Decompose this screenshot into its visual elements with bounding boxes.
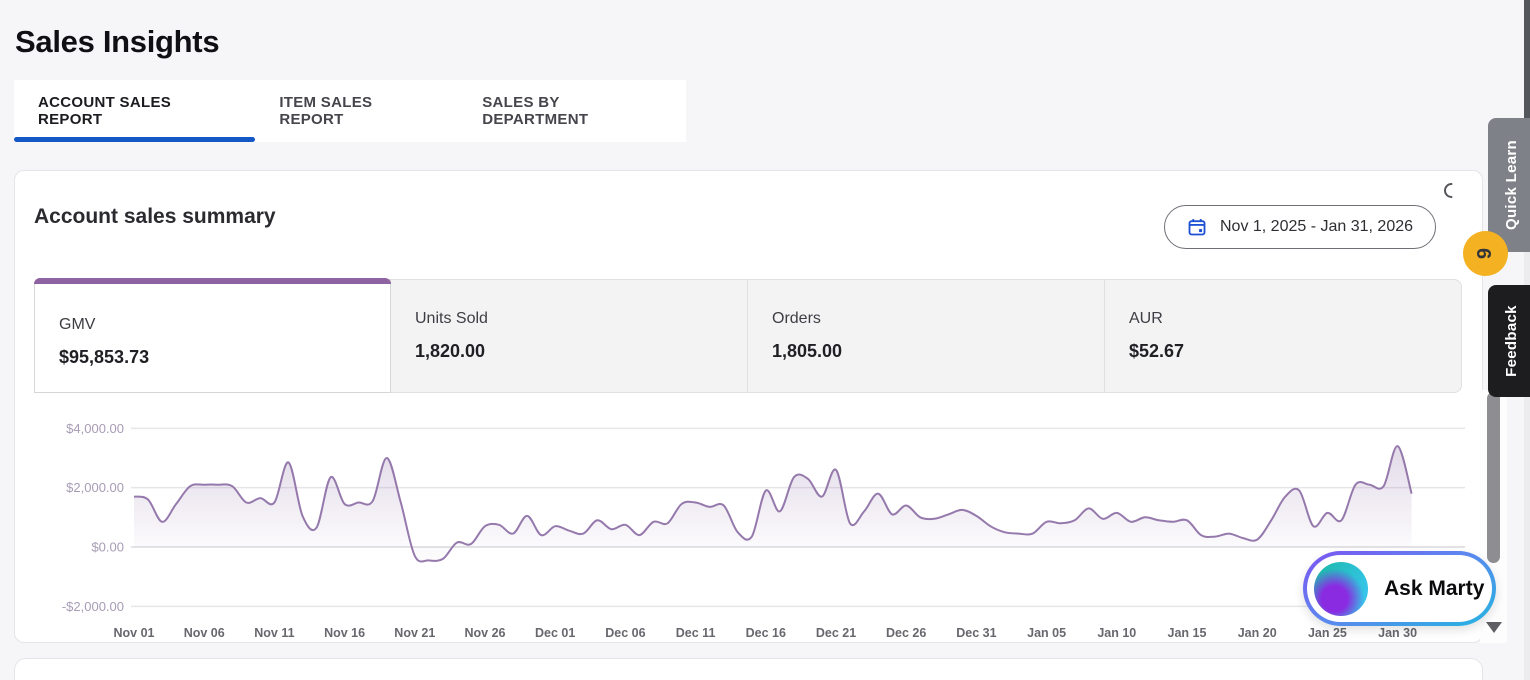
svg-text:Nov 16: Nov 16 <box>324 626 365 640</box>
svg-text:Jan 05: Jan 05 <box>1027 626 1066 640</box>
ask-marty-inner: Ask Marty <box>1307 555 1492 622</box>
svg-text:$2,000.00: $2,000.00 <box>66 480 124 495</box>
feedback-tab[interactable]: Feedback <box>1488 285 1530 397</box>
svg-text:Jan 15: Jan 15 <box>1168 626 1207 640</box>
svg-text:-$2,000.00: -$2,000.00 <box>62 599 124 614</box>
svg-text:Nov 26: Nov 26 <box>465 626 506 640</box>
svg-text:Dec 16: Dec 16 <box>746 626 786 640</box>
feedback-label: Feedback <box>1503 305 1520 377</box>
svg-text:Dec 11: Dec 11 <box>676 626 716 640</box>
chart-y-axis-labels: $4,000.00 $2,000.00 $0.00 -$2,000.00 <box>62 421 124 614</box>
inner-scrollbar-thumb[interactable] <box>1487 392 1500 563</box>
svg-text:Jan 20: Jan 20 <box>1238 626 1277 640</box>
tab-sales-by-department[interactable]: SALES BY DEPARTMENT <box>458 80 686 142</box>
next-section-card <box>14 658 1483 680</box>
notification-count: 9 <box>1474 248 1497 259</box>
svg-text:Dec 21: Dec 21 <box>816 626 856 640</box>
svg-text:$4,000.00: $4,000.00 <box>66 421 124 436</box>
svg-text:Jan 30: Jan 30 <box>1378 626 1417 640</box>
svg-text:Dec 01: Dec 01 <box>535 626 575 640</box>
ask-marty-label: Ask Marty <box>1384 577 1484 601</box>
svg-text:Nov 06: Nov 06 <box>184 626 225 640</box>
page-title: Sales Insights <box>15 24 219 60</box>
report-tabbar: ACCOUNT SALES REPORT ITEM SALES REPORT S… <box>14 80 686 142</box>
ask-marty-button[interactable]: Ask Marty <box>1303 551 1496 626</box>
svg-text:Dec 06: Dec 06 <box>605 626 645 640</box>
svg-text:Jan 10: Jan 10 <box>1097 626 1136 640</box>
tab-item-sales-report[interactable]: ITEM SALES REPORT <box>255 80 458 142</box>
svg-text:Nov 01: Nov 01 <box>114 626 155 640</box>
chart-x-axis-labels: Nov 01 Nov 06 Nov 11 Nov 16 Nov 21 Nov 26 Dec … <box>114 626 1418 640</box>
tab-account-sales-report[interactable]: ACCOUNT SALES REPORT <box>14 80 255 142</box>
svg-text:Jan 25: Jan 25 <box>1308 626 1347 640</box>
down-arrow-icon[interactable] <box>1486 622 1502 633</box>
chart-area-fill <box>134 446 1412 562</box>
account-sales-summary-card: Account sales summary Nov 1, 2025 - Jan … <box>14 170 1483 643</box>
svg-text:Dec 31: Dec 31 <box>956 626 996 640</box>
notification-badge[interactable]: 9 <box>1463 231 1508 276</box>
quick-learn-label: Quick Learn <box>1503 140 1520 230</box>
svg-text:Nov 11: Nov 11 <box>254 626 294 640</box>
window-scrollbar-thumb[interactable] <box>1524 0 1530 118</box>
svg-text:$0.00: $0.00 <box>91 540 124 555</box>
gradient-orb-icon <box>1314 562 1368 616</box>
svg-text:Dec 26: Dec 26 <box>886 626 926 640</box>
svg-text:Nov 21: Nov 21 <box>394 626 435 640</box>
gmv-trend-chart[interactable]: $4,000.00 $2,000.00 $0.00 -$2,000.00 Nov 01… <box>15 171 1482 642</box>
